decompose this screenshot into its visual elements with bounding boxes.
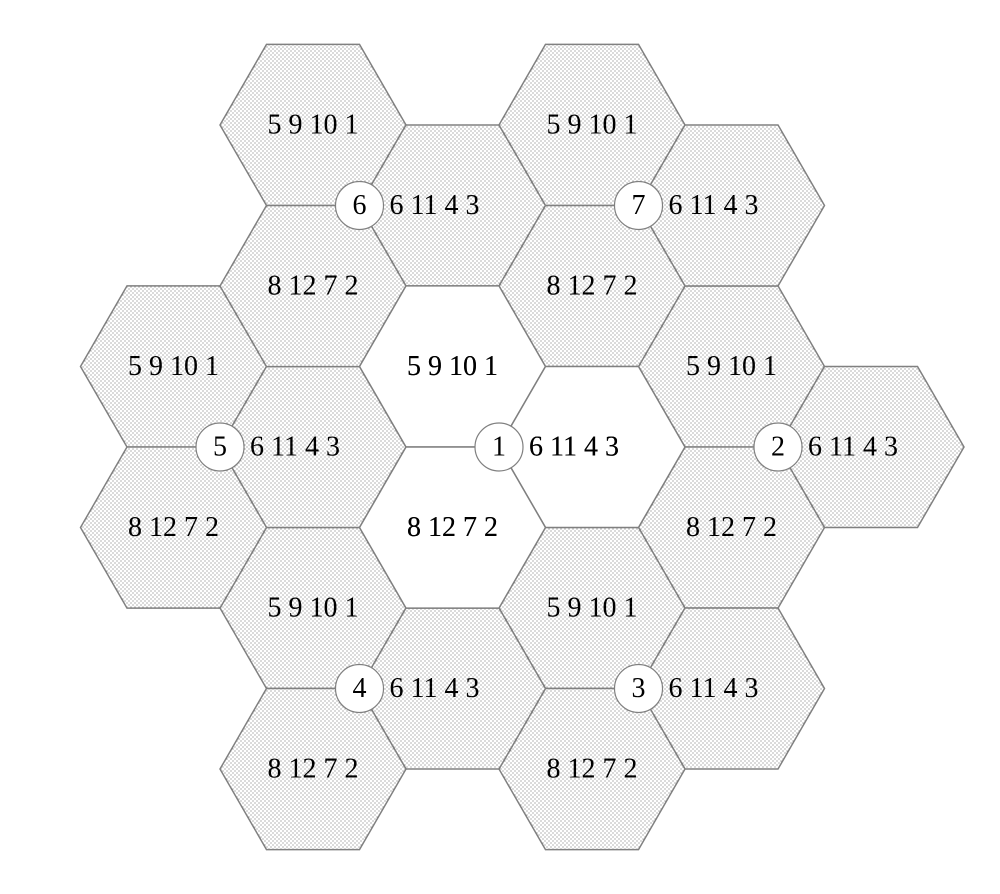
label-cluster-2-top: 5 9 10 1 bbox=[686, 351, 777, 382]
label-cluster-4-bottom: 8 12 7 2 bbox=[268, 753, 359, 784]
label-cluster-7-bottom: 8 12 7 2 bbox=[547, 270, 638, 301]
cluster-circle-label-6: 6 bbox=[353, 190, 367, 221]
label-cluster-6-top: 5 9 10 1 bbox=[268, 109, 359, 140]
cluster-circle-label-7: 7 bbox=[632, 190, 646, 221]
label-cluster-5-middle: 6 11 4 3 bbox=[250, 431, 340, 462]
label-cluster-7-top: 5 9 10 1 bbox=[547, 109, 638, 140]
label-cluster-5-top: 5 9 10 1 bbox=[128, 351, 219, 382]
label-cluster-4-top: 5 9 10 1 bbox=[268, 592, 359, 623]
hex-cluster-diagram: 5 9 10 1 6 11 4 3 8 12 7 2 5 9 10 1 6 11 4 3… bbox=[0, 0, 1000, 894]
label-cluster-2-bottom: 8 12 7 2 bbox=[686, 512, 777, 543]
cluster-circle-label-3: 3 bbox=[632, 673, 646, 704]
label-cluster-1-middle-over: 6 11 4 3 bbox=[529, 431, 619, 462]
label-cluster-6-middle: 6 11 4 3 bbox=[390, 190, 480, 221]
label-cluster-3-middle: 6 11 4 3 bbox=[669, 673, 759, 704]
label-cluster-3-top: 5 9 10 1 bbox=[547, 592, 638, 623]
cluster-circle-label-2: 2 bbox=[771, 431, 785, 462]
cluster-circle-label-5: 5 bbox=[213, 431, 227, 462]
cluster-circle-label-4: 4 bbox=[353, 673, 367, 704]
label-cluster-1-top-over: 5 9 10 1 bbox=[407, 351, 498, 382]
cluster-circle-label-1: 1 bbox=[492, 431, 506, 462]
label-cluster-7-middle: 6 11 4 3 bbox=[669, 190, 759, 221]
label-cluster-2-middle: 6 11 4 3 bbox=[808, 431, 898, 462]
label-cluster-4-middle: 6 11 4 3 bbox=[390, 673, 480, 704]
label-cluster-1-bottom-over: 8 12 7 2 bbox=[407, 512, 498, 543]
label-cluster-6-bottom: 8 12 7 2 bbox=[268, 270, 359, 301]
label-cluster-3-bottom: 8 12 7 2 bbox=[547, 753, 638, 784]
label-cluster-5-bottom: 8 12 7 2 bbox=[128, 512, 219, 543]
